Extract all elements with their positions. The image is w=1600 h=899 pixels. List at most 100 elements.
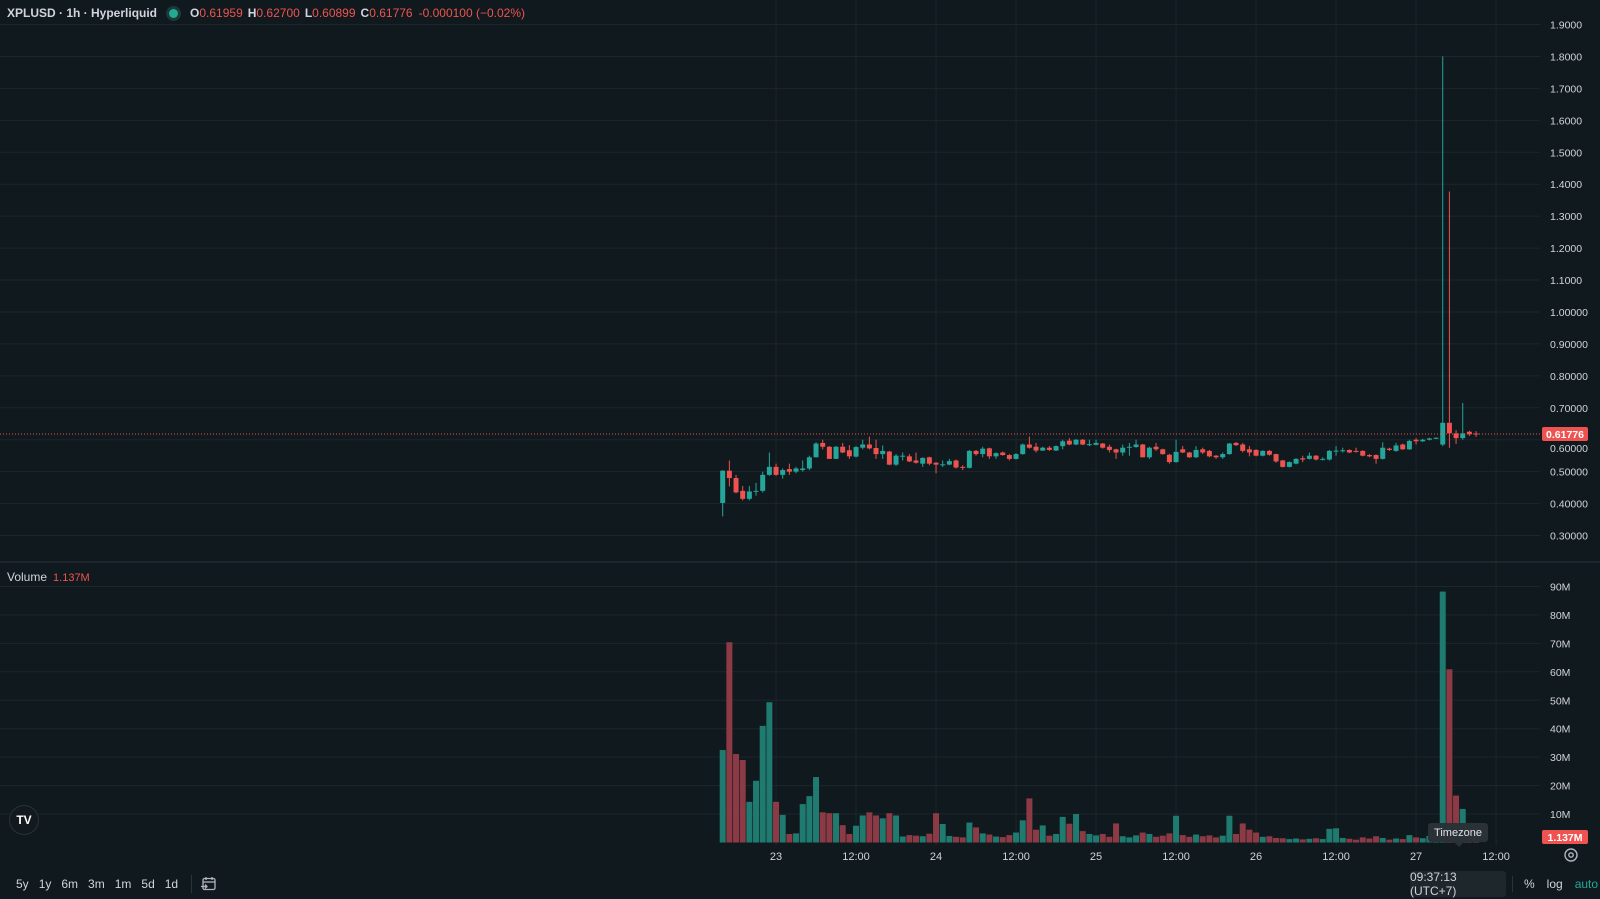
candle-body: [1400, 444, 1406, 450]
candle-body: [1006, 455, 1012, 459]
candle-body: [986, 448, 992, 457]
scale-buttons: % log auto: [1512, 871, 1598, 897]
volume-bar: [746, 801, 753, 843]
volume-bar: [966, 822, 973, 843]
symbol-title[interactable]: XPLUSD · 1h · Hyperliquid: [7, 6, 158, 20]
volume-bar: [1073, 814, 1080, 843]
candle-body: [1320, 458, 1326, 460]
time-tick-label: 25: [1090, 851, 1102, 863]
volume-bar: [1339, 837, 1346, 843]
volume-bar: [913, 835, 920, 843]
volume-bar: [993, 836, 1000, 843]
volume-bar: [1293, 838, 1300, 843]
candle-body: [1220, 454, 1226, 458]
price-tick-label: 1.00000: [1550, 307, 1588, 319]
last-price-badge: [1542, 427, 1588, 442]
volume-bar: [1413, 837, 1420, 843]
volume-bar: [1119, 836, 1126, 843]
percent-scale-button[interactable]: %: [1524, 877, 1535, 891]
volume-tick-label: 80M: [1550, 610, 1570, 622]
volume-bar: [1019, 820, 1026, 843]
change-value: -0.000100 (−0.02%): [418, 6, 526, 20]
volume-bar: [1373, 836, 1380, 843]
range-button[interactable]: 1y: [38, 876, 52, 891]
volume-bar: [1386, 839, 1393, 843]
volume-bar: [759, 725, 766, 843]
candle-body: [1233, 442, 1239, 446]
volume-bar: [1126, 837, 1133, 843]
volume-bar: [833, 813, 840, 843]
volume-bar: [1079, 831, 1086, 843]
candle-body: [1186, 452, 1192, 458]
volume-bar: [1253, 832, 1260, 843]
time-tick-label: 27: [1410, 851, 1422, 863]
candle-body: [1040, 447, 1046, 451]
candle-body: [1073, 439, 1079, 445]
price-tick-label: 0.60000: [1550, 443, 1588, 455]
volume-bar: [1026, 798, 1033, 843]
candle-body: [1026, 444, 1032, 448]
candle-body: [1346, 449, 1352, 453]
range-button[interactable]: 1m: [114, 876, 132, 891]
candle-body: [1273, 454, 1279, 462]
volume-bar: [1299, 839, 1306, 843]
volume-bar: [1013, 832, 1020, 843]
candle-body: [1366, 455, 1372, 457]
volume-legend[interactable]: Volume 1.137M: [7, 570, 90, 584]
log-scale-button[interactable]: log: [1546, 877, 1563, 891]
candle-body: [1120, 447, 1126, 453]
volume-bar: [799, 804, 806, 843]
candle-body: [1466, 431, 1472, 435]
price-tick-label: 1.7000: [1550, 83, 1582, 95]
range-button[interactable]: 6m: [61, 876, 79, 891]
candle-body: [746, 491, 752, 499]
candle-body: [900, 455, 906, 457]
volume-bar: [1419, 838, 1426, 843]
open-label: O: [190, 6, 200, 20]
volume-bar: [1046, 835, 1053, 843]
bottom-toolbar: 5y 1y 6m 3m 1m 5d 1d: [0, 868, 1600, 899]
candle-body: [1293, 458, 1299, 464]
price-tick-label: 0.50000: [1550, 467, 1588, 479]
range-button[interactable]: 3m: [88, 876, 105, 891]
price-tick-label: 1.3000: [1550, 211, 1582, 223]
range-button[interactable]: 5d: [141, 876, 155, 891]
candle-body: [1180, 449, 1186, 453]
last-volume-label: 1.137M: [1547, 832, 1582, 844]
candle-body: [886, 451, 892, 465]
candle-body: [873, 448, 879, 455]
candle-body: [1146, 447, 1152, 458]
candle-body: [1053, 446, 1059, 451]
volume-bar: [1366, 838, 1373, 843]
volume-bar: [1106, 836, 1113, 843]
auto-scale-button[interactable]: auto: [1574, 877, 1599, 891]
volume-bar: [859, 815, 866, 843]
candle-body: [880, 450, 886, 455]
candle-body: [1386, 448, 1392, 450]
candle-body: [726, 470, 732, 479]
candle-body: [793, 468, 799, 472]
candle-body: [906, 456, 912, 462]
gear-icon[interactable]: [1563, 847, 1579, 863]
volume-bar: [826, 813, 833, 843]
price-tick-label: 0.80000: [1550, 371, 1588, 383]
market-status-dot[interactable]: [169, 8, 179, 18]
timezone-button[interactable]: 09:37:13 (UTC+7): [1410, 870, 1506, 898]
candle-body: [1300, 458, 1306, 460]
candle-body: [1373, 455, 1379, 459]
volume-bar: [726, 642, 733, 843]
volume-bar: [1346, 838, 1353, 843]
volume-bar: [1326, 828, 1333, 843]
range-button[interactable]: 1d: [164, 876, 179, 891]
volume-bar: [1206, 835, 1213, 843]
range-button[interactable]: 5y: [16, 876, 29, 891]
range-buttons: 5y 1y 6m 3m 1m 5d 1d: [11, 877, 183, 891]
close-value: 0.61776: [369, 6, 413, 20]
volume-bar: [979, 833, 986, 843]
volume-bar: [1446, 669, 1453, 843]
price-tick-label: 1.8000: [1550, 51, 1582, 63]
calendar-goto-icon[interactable]: [200, 875, 218, 893]
tradingview-logo[interactable]: TV: [9, 805, 39, 835]
